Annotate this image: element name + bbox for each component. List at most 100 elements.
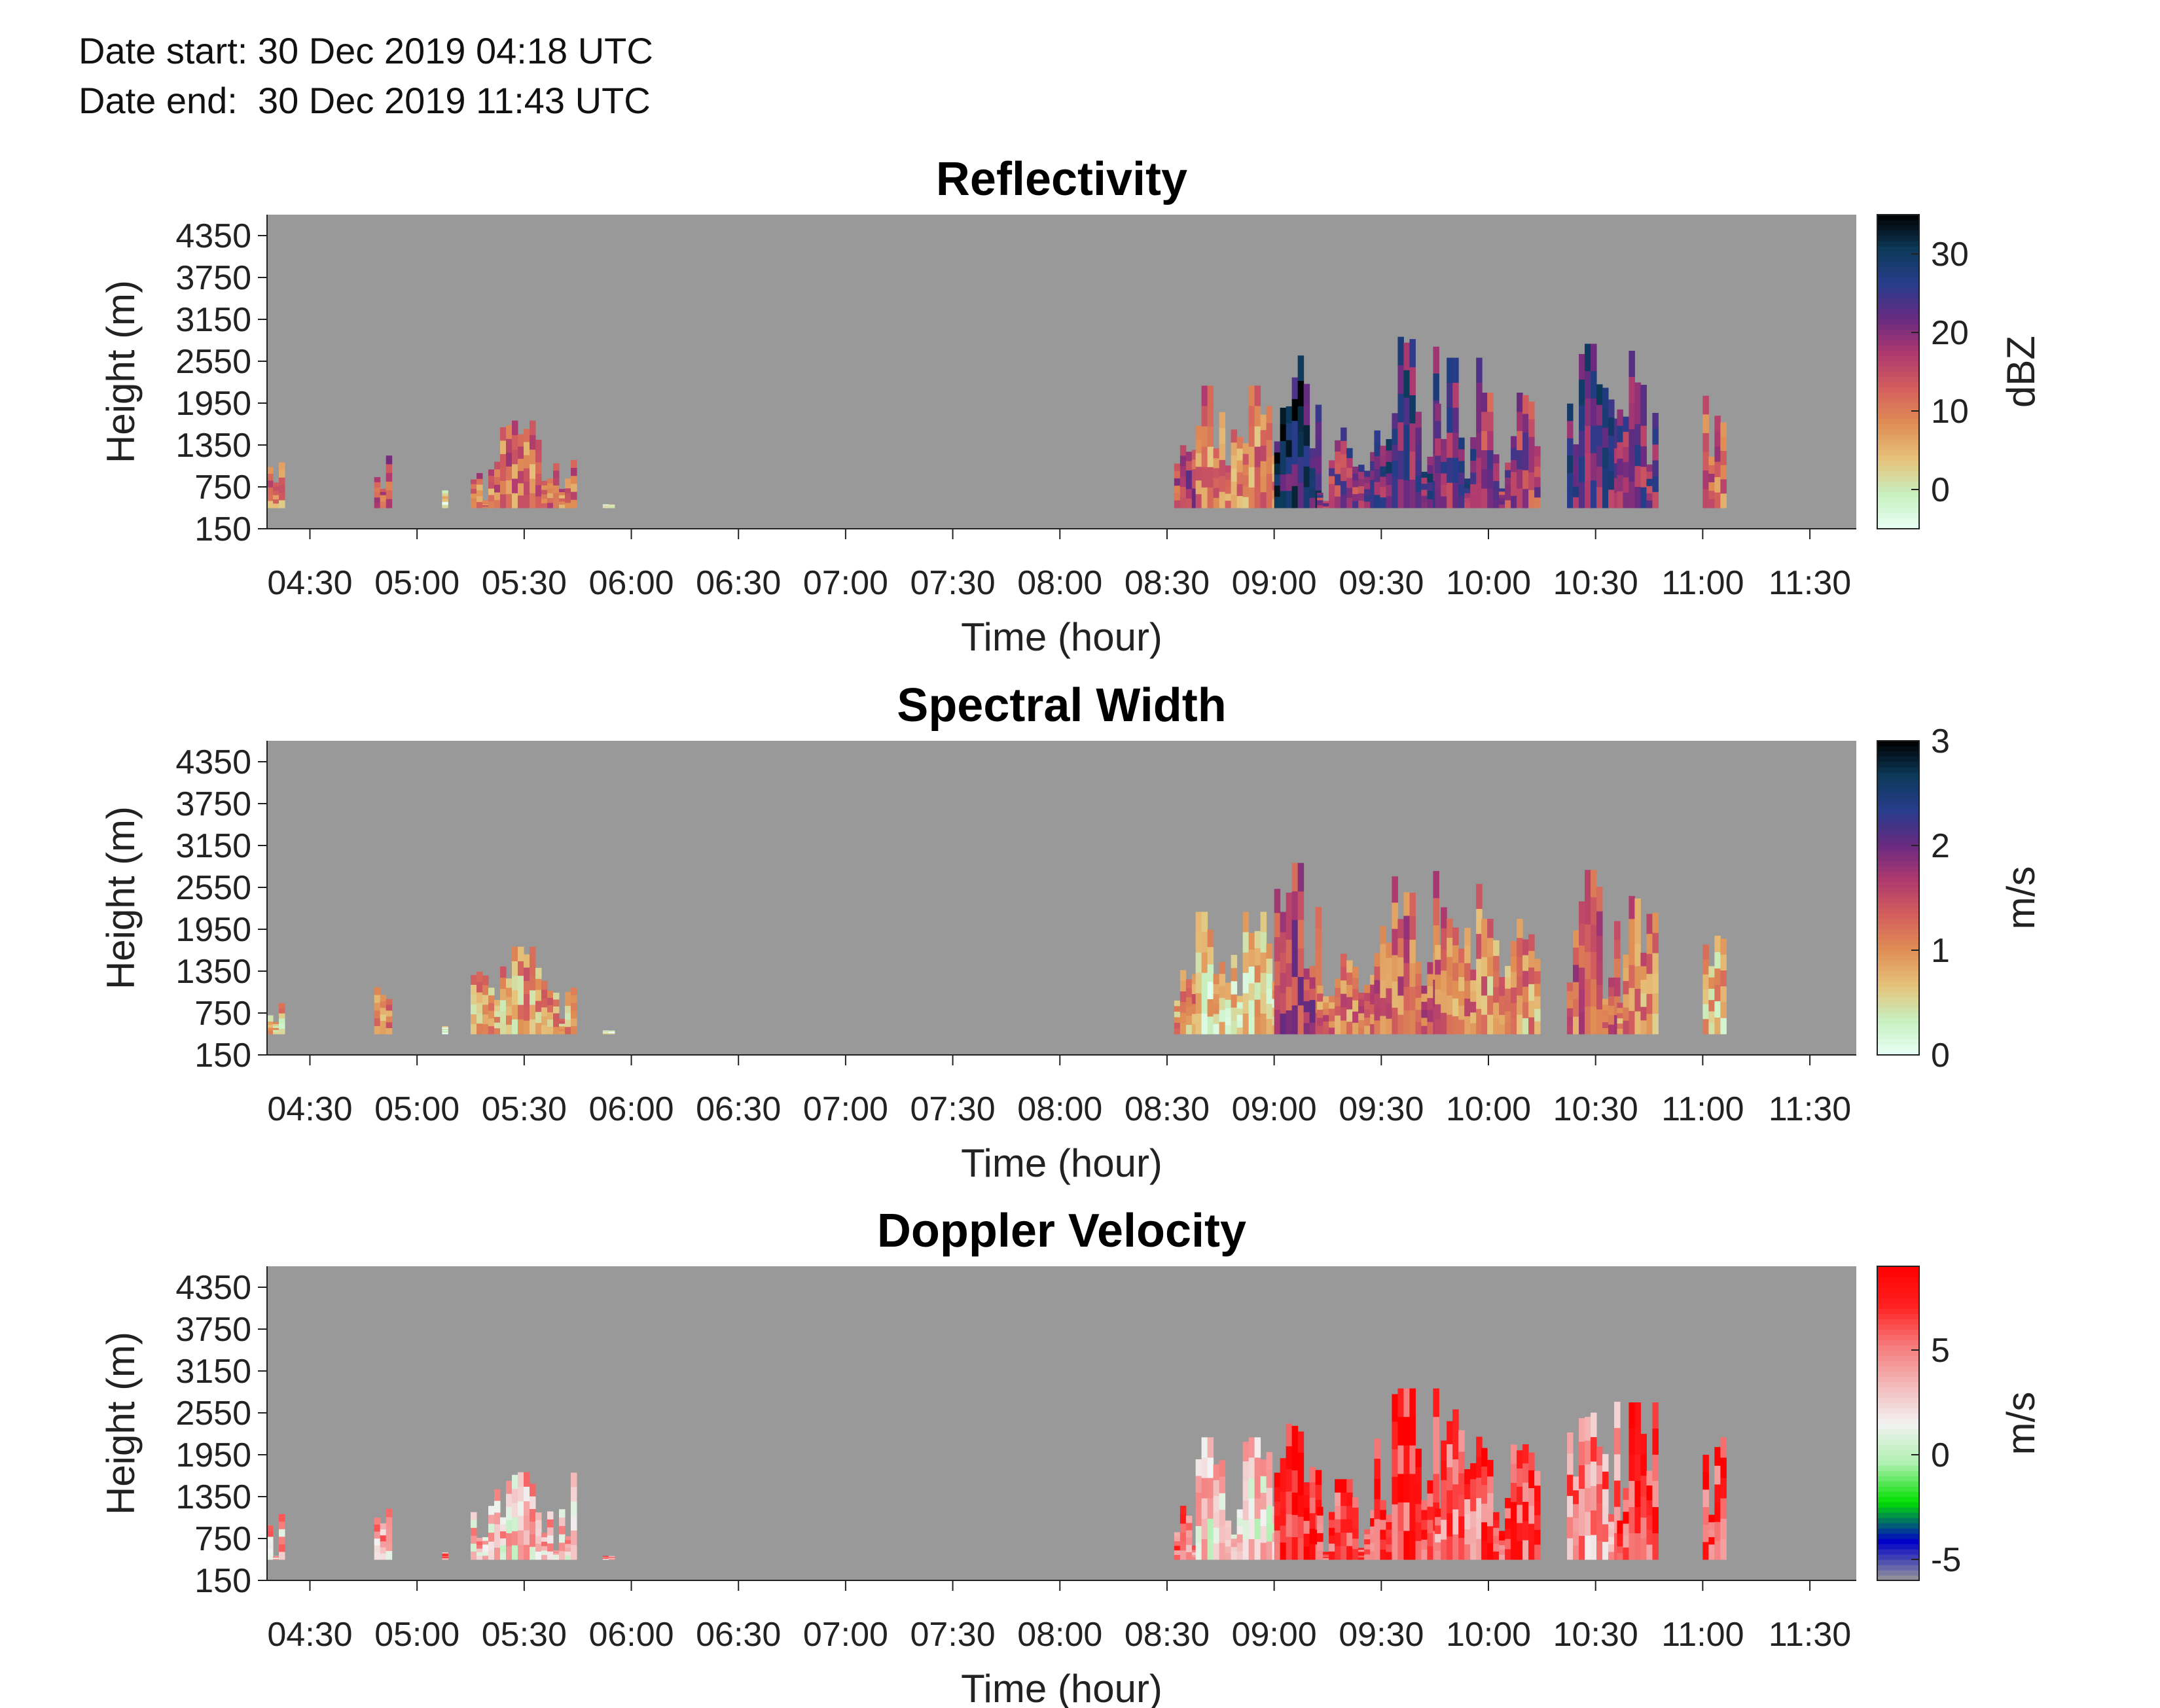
echo-cell xyxy=(1452,1459,1459,1485)
echo-cell xyxy=(1714,1001,1721,1018)
echo-cell xyxy=(1487,1476,1494,1494)
echo-cell xyxy=(1441,949,1447,971)
echo-cell xyxy=(1596,1521,1603,1541)
echo-cell xyxy=(524,1516,530,1531)
echo-cell xyxy=(1225,1527,1232,1534)
echo-cell xyxy=(1364,476,1371,484)
echo-cell xyxy=(1225,479,1232,488)
echo-cell xyxy=(1207,1539,1214,1560)
echo-cell xyxy=(1286,893,1293,917)
echo-cell xyxy=(374,1545,381,1553)
echo-cell xyxy=(386,1005,393,1011)
echo-cell xyxy=(518,459,524,472)
echo-cell xyxy=(1323,507,1329,508)
echo-cell xyxy=(1280,1542,1287,1560)
echo-cell xyxy=(1231,955,1238,969)
echo-cell xyxy=(565,488,571,494)
echo-cell xyxy=(1464,980,1471,999)
echo-cell xyxy=(1303,1482,1310,1496)
echo-cell xyxy=(1329,476,1335,485)
echo-cell xyxy=(1640,405,1647,427)
colorbar-band xyxy=(1877,1518,1919,1523)
echo-cell xyxy=(1499,1540,1505,1546)
echo-cell xyxy=(1470,449,1477,461)
colorbar-band xyxy=(1877,382,1919,388)
y-tick-label: 150 xyxy=(194,1037,251,1075)
echo-cell xyxy=(1303,446,1310,467)
echo-cell xyxy=(1481,469,1488,489)
echo-cell xyxy=(547,503,554,508)
echo-cell xyxy=(1534,1544,1541,1560)
echo-cell xyxy=(442,1552,448,1554)
echo-cell xyxy=(482,1537,489,1542)
echo-cell xyxy=(1280,912,1287,933)
echo-cell xyxy=(1441,484,1447,497)
echo-cell xyxy=(1346,448,1353,459)
echo-cell xyxy=(559,498,566,502)
echo-cell xyxy=(1213,984,1220,995)
echo-cell xyxy=(1634,1429,1641,1455)
echo-cell xyxy=(506,1506,513,1521)
echo-cell xyxy=(1499,495,1505,499)
y-tick-label: 1950 xyxy=(175,385,251,423)
echo-cell xyxy=(1591,952,1597,980)
echo-cell xyxy=(1286,963,1293,987)
echo-cell xyxy=(1458,1430,1465,1452)
echo-cell xyxy=(1280,932,1287,953)
echo-cell xyxy=(1511,484,1517,497)
echo-cell xyxy=(1286,1537,1293,1560)
echo-cell xyxy=(1274,1501,1281,1517)
echo-cell xyxy=(482,1005,489,1015)
echo-cell xyxy=(1646,1500,1653,1516)
echo-cell xyxy=(1286,916,1293,940)
echo-cell xyxy=(1392,429,1398,446)
colorbar-band xyxy=(1877,1392,1919,1398)
echo-cell xyxy=(1329,1543,1335,1552)
echo-cell xyxy=(1708,499,1715,508)
echo-cell xyxy=(1629,987,1635,1012)
echo-cell xyxy=(1329,1015,1335,1022)
echo-cell xyxy=(1579,1465,1585,1489)
echo-cell xyxy=(602,505,609,506)
echo-cell xyxy=(1386,1529,1392,1538)
echo-cell xyxy=(267,1031,274,1035)
echo-cell xyxy=(380,1529,387,1536)
echo-cell xyxy=(1185,1530,1193,1539)
echo-cell xyxy=(1370,994,1377,1005)
echo-cell xyxy=(1409,963,1416,987)
echo-cell xyxy=(1522,970,1529,987)
echo-cell xyxy=(512,420,518,436)
echo-cell xyxy=(1323,502,1329,504)
echo-cell xyxy=(1317,497,1323,501)
echo-cell xyxy=(1254,948,1261,966)
echo-cell xyxy=(1567,421,1574,439)
echo-cell xyxy=(1427,1520,1433,1534)
echo-cell xyxy=(1297,1516,1305,1539)
echo-cell xyxy=(1596,911,1603,936)
echo-cell xyxy=(1702,1472,1709,1490)
echo-cell xyxy=(471,1520,477,1529)
echo-cell xyxy=(494,492,501,501)
echo-cell xyxy=(1573,982,1579,1000)
echo-cell xyxy=(1481,1467,1488,1486)
echo-cell xyxy=(1335,987,1341,998)
echo-cell xyxy=(1476,1008,1483,1035)
echo-cell xyxy=(1481,938,1488,958)
echo-cell xyxy=(1297,1495,1305,1518)
echo-cell xyxy=(1652,993,1659,1014)
echo-cell xyxy=(1452,1534,1459,1560)
echo-cell xyxy=(1522,986,1529,1003)
echo-cell xyxy=(1499,501,1505,505)
echo-cell xyxy=(442,490,448,494)
echo-cell xyxy=(1201,1437,1208,1458)
echo-cell xyxy=(1646,953,1653,974)
echo-cell xyxy=(1505,966,1511,978)
echo-cell xyxy=(547,478,554,484)
echo-cell xyxy=(1640,446,1647,467)
echo-cell xyxy=(477,1003,483,1014)
echo-cell xyxy=(1470,1012,1477,1024)
echo-cell xyxy=(488,995,495,1004)
x-tick-label: 06:30 xyxy=(696,564,781,602)
x-tick-label: 09:00 xyxy=(1232,1090,1317,1128)
echo-cell xyxy=(1191,1545,1198,1548)
